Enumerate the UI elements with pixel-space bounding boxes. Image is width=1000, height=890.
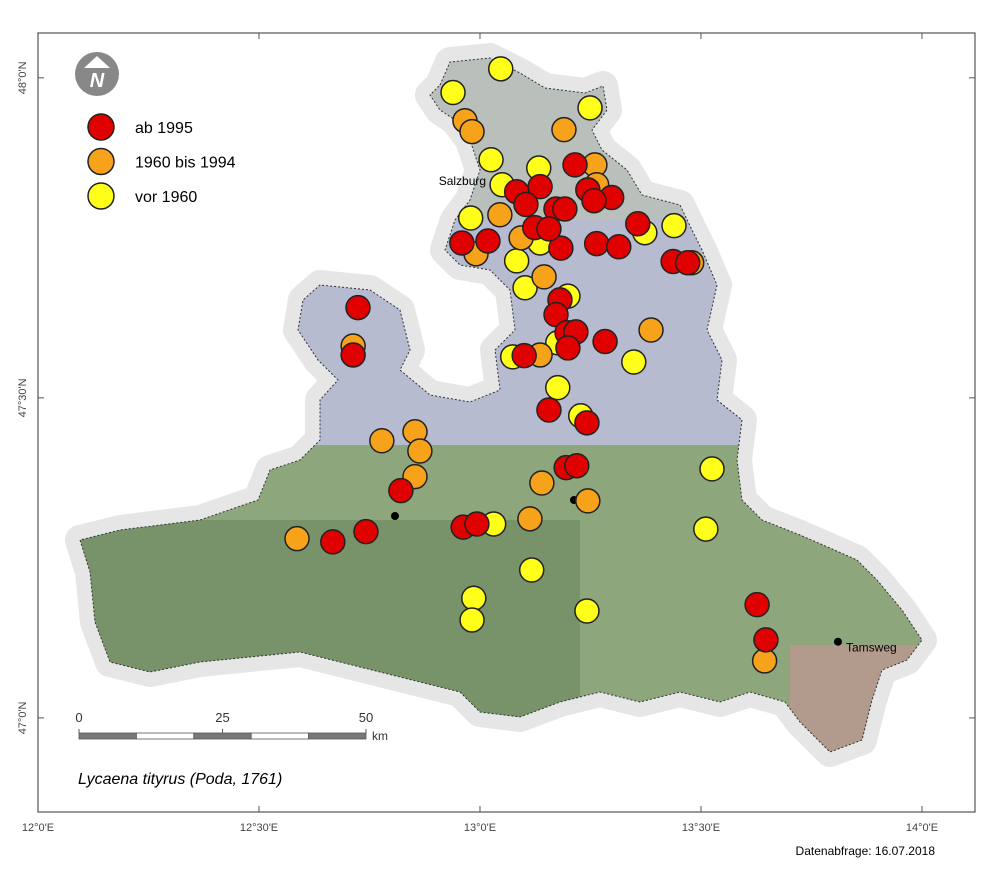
x-tick-label: 13°30'E: [682, 822, 720, 834]
legend-label: 1960 bis 1994: [135, 155, 236, 172]
record-point: [488, 56, 514, 82]
record-point: [638, 317, 664, 343]
record-point: [511, 342, 537, 369]
record-point: [699, 456, 725, 482]
record-point: [531, 264, 557, 290]
record-point: [575, 488, 601, 514]
record-point: [574, 598, 600, 624]
record-point: [284, 525, 310, 552]
x-tick-label: 14°0'E: [906, 822, 938, 834]
record-point: [475, 228, 501, 254]
legend-marker: [87, 182, 115, 210]
y-tick-label: 47°30'N: [17, 378, 29, 417]
record-point: [459, 607, 485, 633]
x-tick-label: 13°0'E: [464, 822, 496, 834]
legend-label: ab 1995: [135, 120, 193, 137]
record-point: [552, 196, 578, 222]
record-point: [606, 234, 632, 260]
record-point: [536, 216, 562, 242]
north-arrow: N: [75, 52, 119, 96]
record-point: [577, 95, 603, 121]
record-point: [353, 518, 379, 545]
y-tick-label: 48°0'N: [17, 61, 29, 94]
record-point: [487, 202, 513, 228]
x-tick-label: 12°30'E: [240, 822, 278, 834]
record-point: [545, 374, 571, 401]
scale-segment: [78, 732, 137, 740]
record-point: [744, 591, 770, 618]
x-tick-label: 12°0'E: [22, 822, 54, 834]
scale-segment: [308, 732, 367, 740]
record-point: [753, 627, 779, 653]
scale-label: 0: [75, 710, 82, 725]
scale-segment: [193, 732, 252, 740]
record-point: [581, 187, 607, 214]
north-label: N: [90, 70, 105, 92]
record-point: [449, 230, 475, 256]
record-point: [512, 275, 538, 301]
record-point: [536, 397, 562, 423]
record-point: [457, 205, 484, 231]
record-point: [461, 585, 487, 611]
town-dot: [391, 512, 399, 520]
record-point: [517, 506, 543, 532]
y-tick-label: 47°0'N: [17, 701, 29, 734]
record-point: [693, 516, 719, 542]
record-point: [440, 79, 466, 106]
record-point: [592, 328, 618, 355]
record-point: [527, 173, 553, 200]
record-point: [674, 250, 701, 276]
place-label: Tamsweg: [846, 641, 897, 655]
record-point: [548, 235, 574, 261]
date-note: Datenabfrage: 16.07.2018: [796, 844, 936, 858]
record-point: [564, 452, 590, 479]
record-point: [751, 648, 778, 674]
record-point: [562, 152, 588, 178]
scale-segment: [250, 732, 309, 740]
record-point: [459, 118, 485, 145]
legend-label: vor 1960: [135, 189, 197, 206]
record-point: [555, 335, 581, 361]
species-title: Lycaena tityrus (Poda, 1761): [78, 771, 282, 788]
record-point: [503, 248, 530, 274]
legend-marker: [87, 113, 115, 141]
scale-label: 25: [215, 710, 229, 725]
record-point: [625, 210, 651, 237]
record-point: [529, 470, 555, 496]
record-point: [574, 410, 600, 436]
record-point: [513, 191, 539, 218]
scale-segment: [135, 732, 195, 740]
record-point: [478, 146, 504, 173]
record-point: [345, 294, 371, 321]
record-point: [621, 349, 647, 375]
record-point: [407, 438, 433, 464]
record-point: [661, 212, 687, 239]
record-point: [518, 557, 545, 583]
record-point: [551, 116, 577, 143]
place-dot: [833, 637, 842, 646]
record-point: [369, 427, 395, 454]
record-point: [388, 477, 414, 504]
scale-unit: km: [372, 729, 388, 743]
record-point: [340, 342, 366, 368]
legend-marker: [87, 147, 115, 176]
record-point: [320, 529, 346, 555]
place-label: Salzburg: [439, 174, 486, 188]
scale-label: 50: [359, 710, 373, 725]
record-point: [583, 230, 610, 257]
record-point: [464, 511, 490, 537]
